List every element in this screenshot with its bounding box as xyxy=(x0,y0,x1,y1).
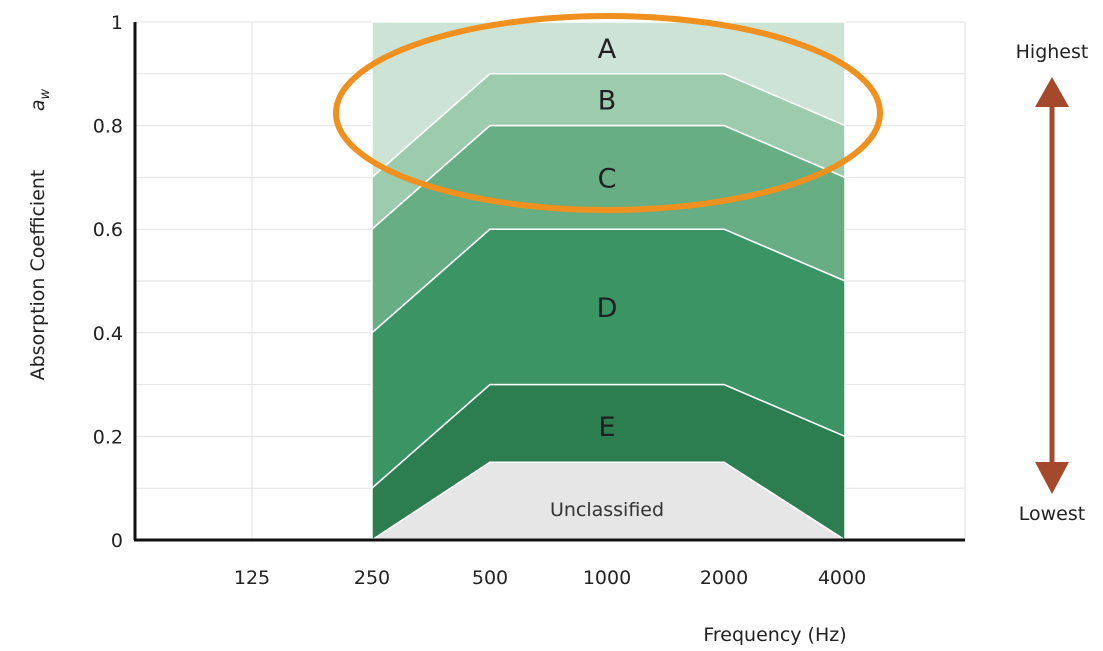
y-tick-labels: 0 0.2 0.4 0.6 0.8 1 xyxy=(93,12,123,552)
y-axis-symbol-subscript: w xyxy=(38,88,53,99)
band-label-unclassified: Unclassified xyxy=(550,499,664,521)
x-tick-labels: 125 250 500 1000 2000 4000 xyxy=(234,567,866,589)
scale-arrow-up-head xyxy=(1035,77,1069,107)
x-tick-label: 125 xyxy=(234,567,270,589)
y-tick-label: 0.2 xyxy=(93,426,123,448)
band-label-d: D xyxy=(597,293,618,324)
scale-arrow-down-head xyxy=(1035,462,1069,494)
highlight-ellipse xyxy=(333,13,883,213)
x-tick-label: 250 xyxy=(354,567,390,589)
y-axis-title-text: Absorption Coefficient xyxy=(27,170,49,381)
class-band-labels: AB C D E Unclassified xyxy=(550,34,664,521)
x-tick-label: 4000 xyxy=(818,567,866,589)
y-tick-label: 0.6 xyxy=(93,219,123,241)
y-tick-label: 0 xyxy=(111,530,123,552)
x-tick-label: 500 xyxy=(472,567,508,589)
x-axis-title: Frequency (Hz) xyxy=(703,624,846,646)
highest-label: Highest xyxy=(1016,41,1089,63)
band-label-e: E xyxy=(598,412,615,443)
band-label-c: C xyxy=(598,163,617,194)
scale-arrow: Highest Lowest xyxy=(1016,41,1089,525)
x-tick-label: 2000 xyxy=(700,567,748,589)
y-tick-label: 0.8 xyxy=(93,116,123,138)
band-label-a: A xyxy=(598,34,617,65)
class-bands xyxy=(371,21,846,541)
band-label-b: B xyxy=(598,86,617,117)
y-axis-symbol-letter: a xyxy=(27,99,49,111)
y-axis-symbol: aw xyxy=(27,88,53,111)
lowest-label: Lowest xyxy=(1019,503,1085,525)
axes xyxy=(133,22,965,542)
x-tick-label: 1000 xyxy=(583,567,631,589)
y-tick-label: 1 xyxy=(111,12,123,34)
y-tick-label: 0.4 xyxy=(93,323,123,345)
y-axis-title: Absorption Coefficient xyxy=(27,170,49,381)
